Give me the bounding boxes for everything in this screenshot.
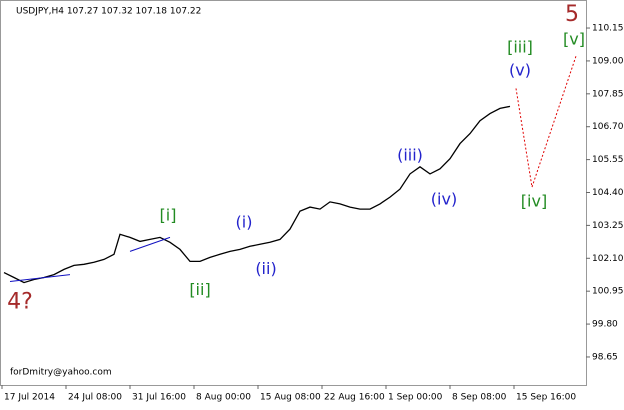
wave-label: [v] [563,30,585,49]
price-line [3,105,511,284]
x-tick-label: 15 Aug 08:00 [260,393,321,403]
trendline [129,236,171,252]
x-tick-label: 8 Sep 08:00 [452,393,507,403]
x-tick-label: 15 Sep 16:00 [516,393,576,403]
x-tick-label: 8 Aug 00:00 [196,393,251,403]
wave-label: [ii] [189,280,210,299]
y-tick-label: 110.15 [592,24,624,34]
projection-line [515,55,577,188]
wave-label: (i) [236,213,253,232]
y-tick-label: 107.85 [592,89,624,99]
watermark: forDmitry@yahoo.com [10,368,112,378]
plot-frame [0,0,587,386]
wave-label: 5 [565,2,579,27]
y-tick-label: 102.10 [592,254,624,264]
y-tick-label: 103.25 [592,221,624,231]
x-tick-label: 22 Aug 16:00 [324,393,385,403]
wave-label: (iv) [431,189,457,208]
wave-label: (v) [509,61,531,80]
wave-label: (ii) [255,259,276,278]
chart-title: USDJPY,H4 107.27 107.32 107.18 107.22 [16,7,201,17]
x-tick-label: 24 Jul 08:00 [68,393,122,403]
wave-label: (iii) [397,145,423,164]
y-tick-label: 99.80 [592,320,618,330]
y-tick-label: 98.65 [592,352,618,362]
x-tick-label: 31 Jul 16:00 [132,393,186,403]
y-tick-label: 100.95 [592,287,624,297]
y-tick-label: 104.40 [592,188,624,198]
wave-label: [iv] [521,191,547,210]
y-tick-label: 105.55 [592,155,624,165]
x-tick-label: 17 Jul 2014 [4,393,55,403]
y-tick-label: 106.70 [592,122,624,132]
y-tick-label: 109.00 [592,56,624,66]
wave-label: [i] [160,206,177,225]
wave-label: [iii] [507,38,533,57]
x-tick-label: 1 Sep 00:00 [388,393,443,403]
trendline [9,274,71,282]
wave-label: 4? [7,290,33,315]
